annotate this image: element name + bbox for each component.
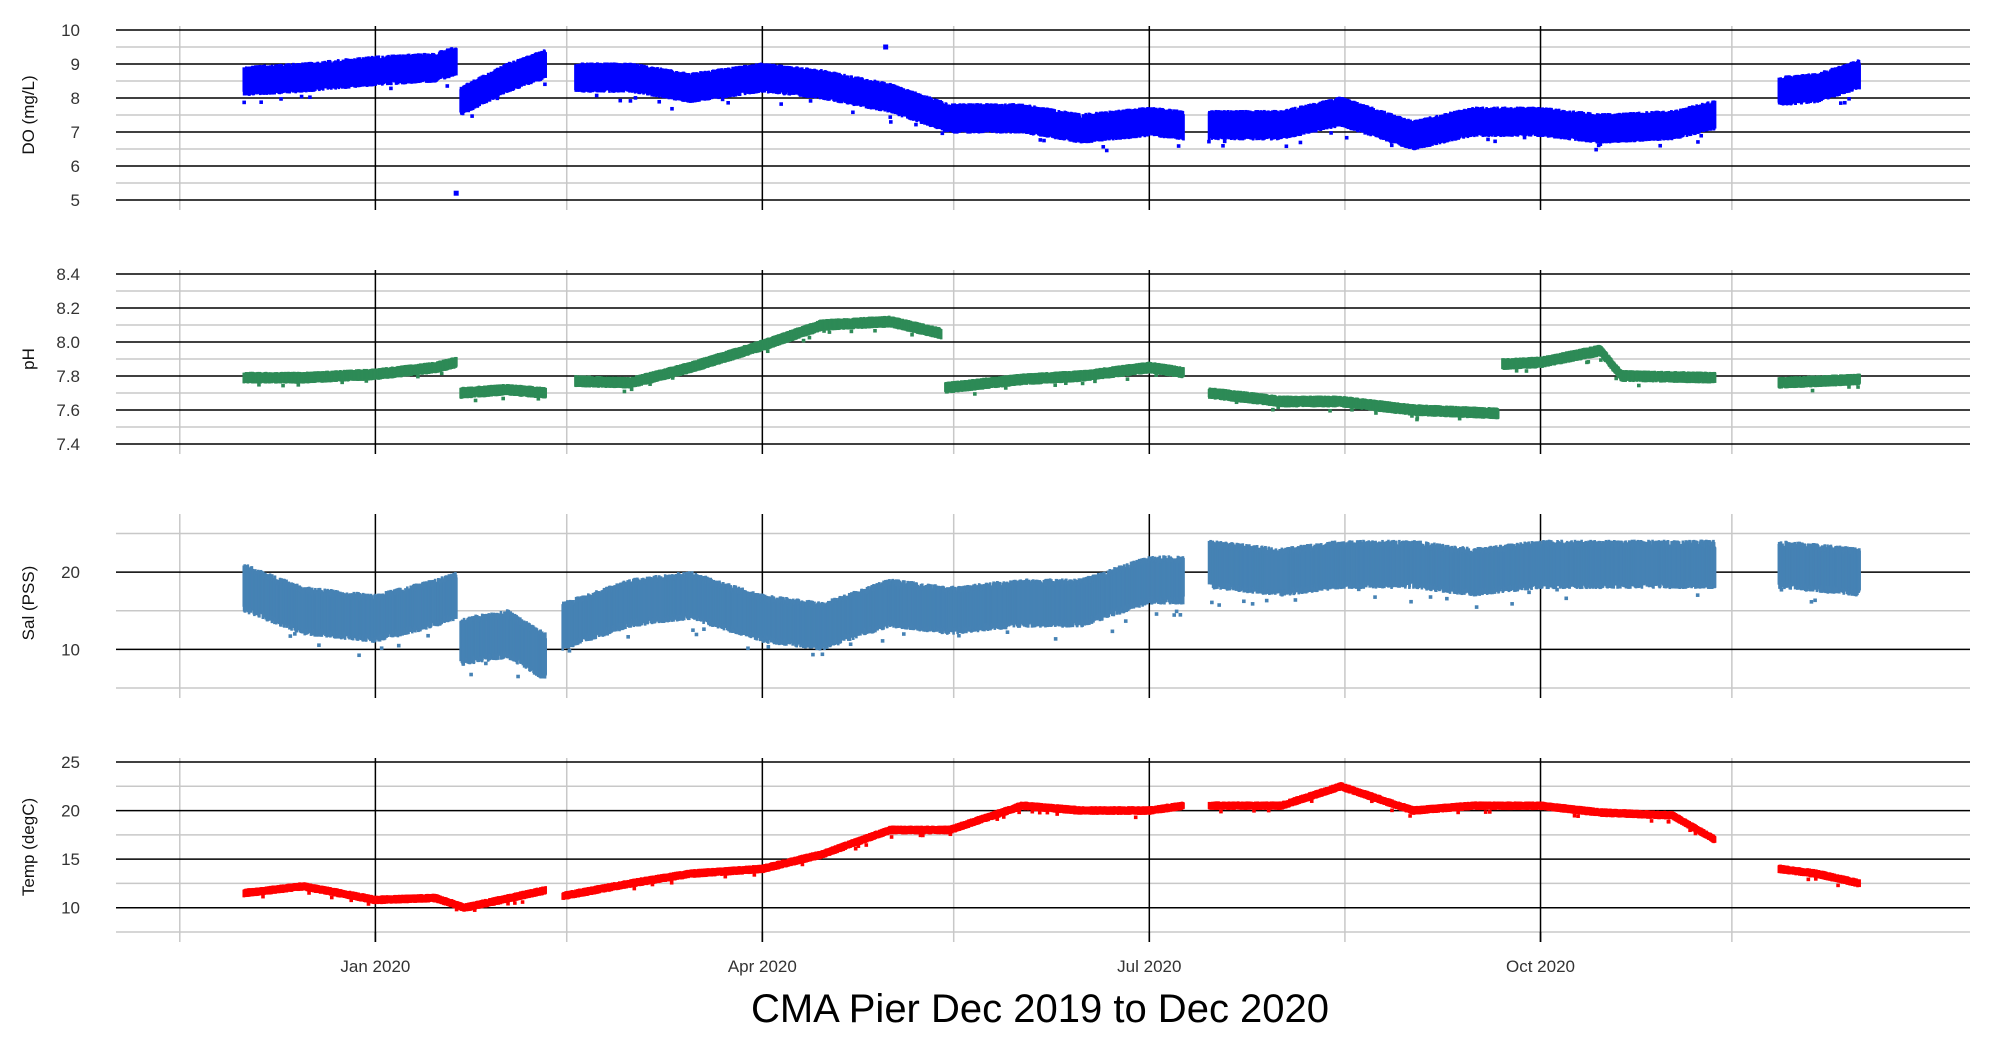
data-point [1299, 141, 1303, 145]
data-point [1599, 142, 1603, 146]
data-point [657, 100, 661, 104]
data-point [455, 48, 458, 75]
data-point [308, 95, 312, 99]
data-point [544, 52, 547, 78]
series-segment [242, 357, 457, 387]
data-point [389, 87, 393, 91]
y-tick-label: 8.0 [56, 333, 80, 352]
data-point [1221, 144, 1225, 148]
data-point [629, 99, 633, 103]
panel-2: 7.4 7.6 7.8 8.0 8.2 8.4 pH [19, 265, 1970, 454]
panel-1: 5 6 7 8 9 10 DO (mg/L) [19, 21, 1970, 210]
data-point [496, 97, 500, 101]
data-point [1839, 101, 1843, 105]
data-point [1039, 138, 1043, 142]
data-point [1594, 148, 1598, 152]
data-point [1658, 144, 1662, 148]
data-point [1493, 140, 1497, 144]
data-point [242, 101, 246, 105]
data-point [470, 114, 474, 118]
y-axis-label: pH [19, 348, 38, 370]
data-point [618, 99, 622, 103]
data-point [726, 101, 730, 105]
y-tick-label: 7 [71, 123, 80, 142]
data-point [634, 96, 638, 100]
y-tick-label: 6 [71, 157, 80, 176]
y-axis-label: DO (mg/L) [19, 75, 38, 154]
y-tick-label: 7.4 [56, 435, 80, 454]
data-point [1101, 145, 1105, 149]
y-tick-label: 8.2 [56, 299, 80, 318]
data-point [721, 98, 725, 102]
data-point [543, 82, 547, 86]
outlier-point [883, 45, 888, 50]
data-point [259, 100, 263, 104]
data-point [1207, 140, 1211, 144]
data-point [445, 84, 449, 88]
y-tick-label: 5 [71, 191, 80, 210]
data-point [851, 110, 855, 114]
data-point [300, 95, 304, 99]
data-point [1105, 149, 1109, 153]
data-point [889, 120, 893, 124]
data-point [1843, 101, 1847, 105]
outlier-point [454, 191, 459, 196]
series-segment [1778, 59, 1861, 105]
series-segment [459, 49, 547, 118]
series-segment [242, 47, 457, 104]
data-point [1858, 64, 1861, 90]
data-point [670, 107, 674, 111]
data-point [1285, 144, 1289, 148]
y-tick-label: 8.4 [56, 265, 80, 284]
data-point [888, 115, 892, 119]
y-tick-label: 7.6 [56, 401, 80, 420]
data-point [1699, 134, 1703, 138]
y-tick-label: 10 [61, 21, 80, 40]
data-point [279, 97, 283, 101]
data-point [1696, 140, 1700, 144]
series-segment [1207, 97, 1716, 152]
data-point [941, 131, 945, 135]
data-point [1714, 101, 1717, 129]
y-tick-label: 8 [71, 89, 80, 108]
data-point [1486, 138, 1490, 142]
data-point [1847, 97, 1851, 101]
data-point [1177, 144, 1181, 148]
series-segment [574, 62, 1185, 152]
data-point [595, 94, 599, 98]
data-point [1223, 140, 1227, 144]
y-tick-label: 9 [71, 55, 80, 74]
data-point [1390, 144, 1394, 148]
data-point [1042, 139, 1046, 143]
data-point [1523, 136, 1527, 140]
data-point [1345, 136, 1349, 140]
data-point [809, 99, 813, 103]
data-point [1329, 131, 1333, 135]
data-point [1182, 114, 1185, 140]
data-point [914, 123, 918, 127]
data-point [779, 102, 783, 106]
y-tick-label: 7.8 [56, 367, 80, 386]
